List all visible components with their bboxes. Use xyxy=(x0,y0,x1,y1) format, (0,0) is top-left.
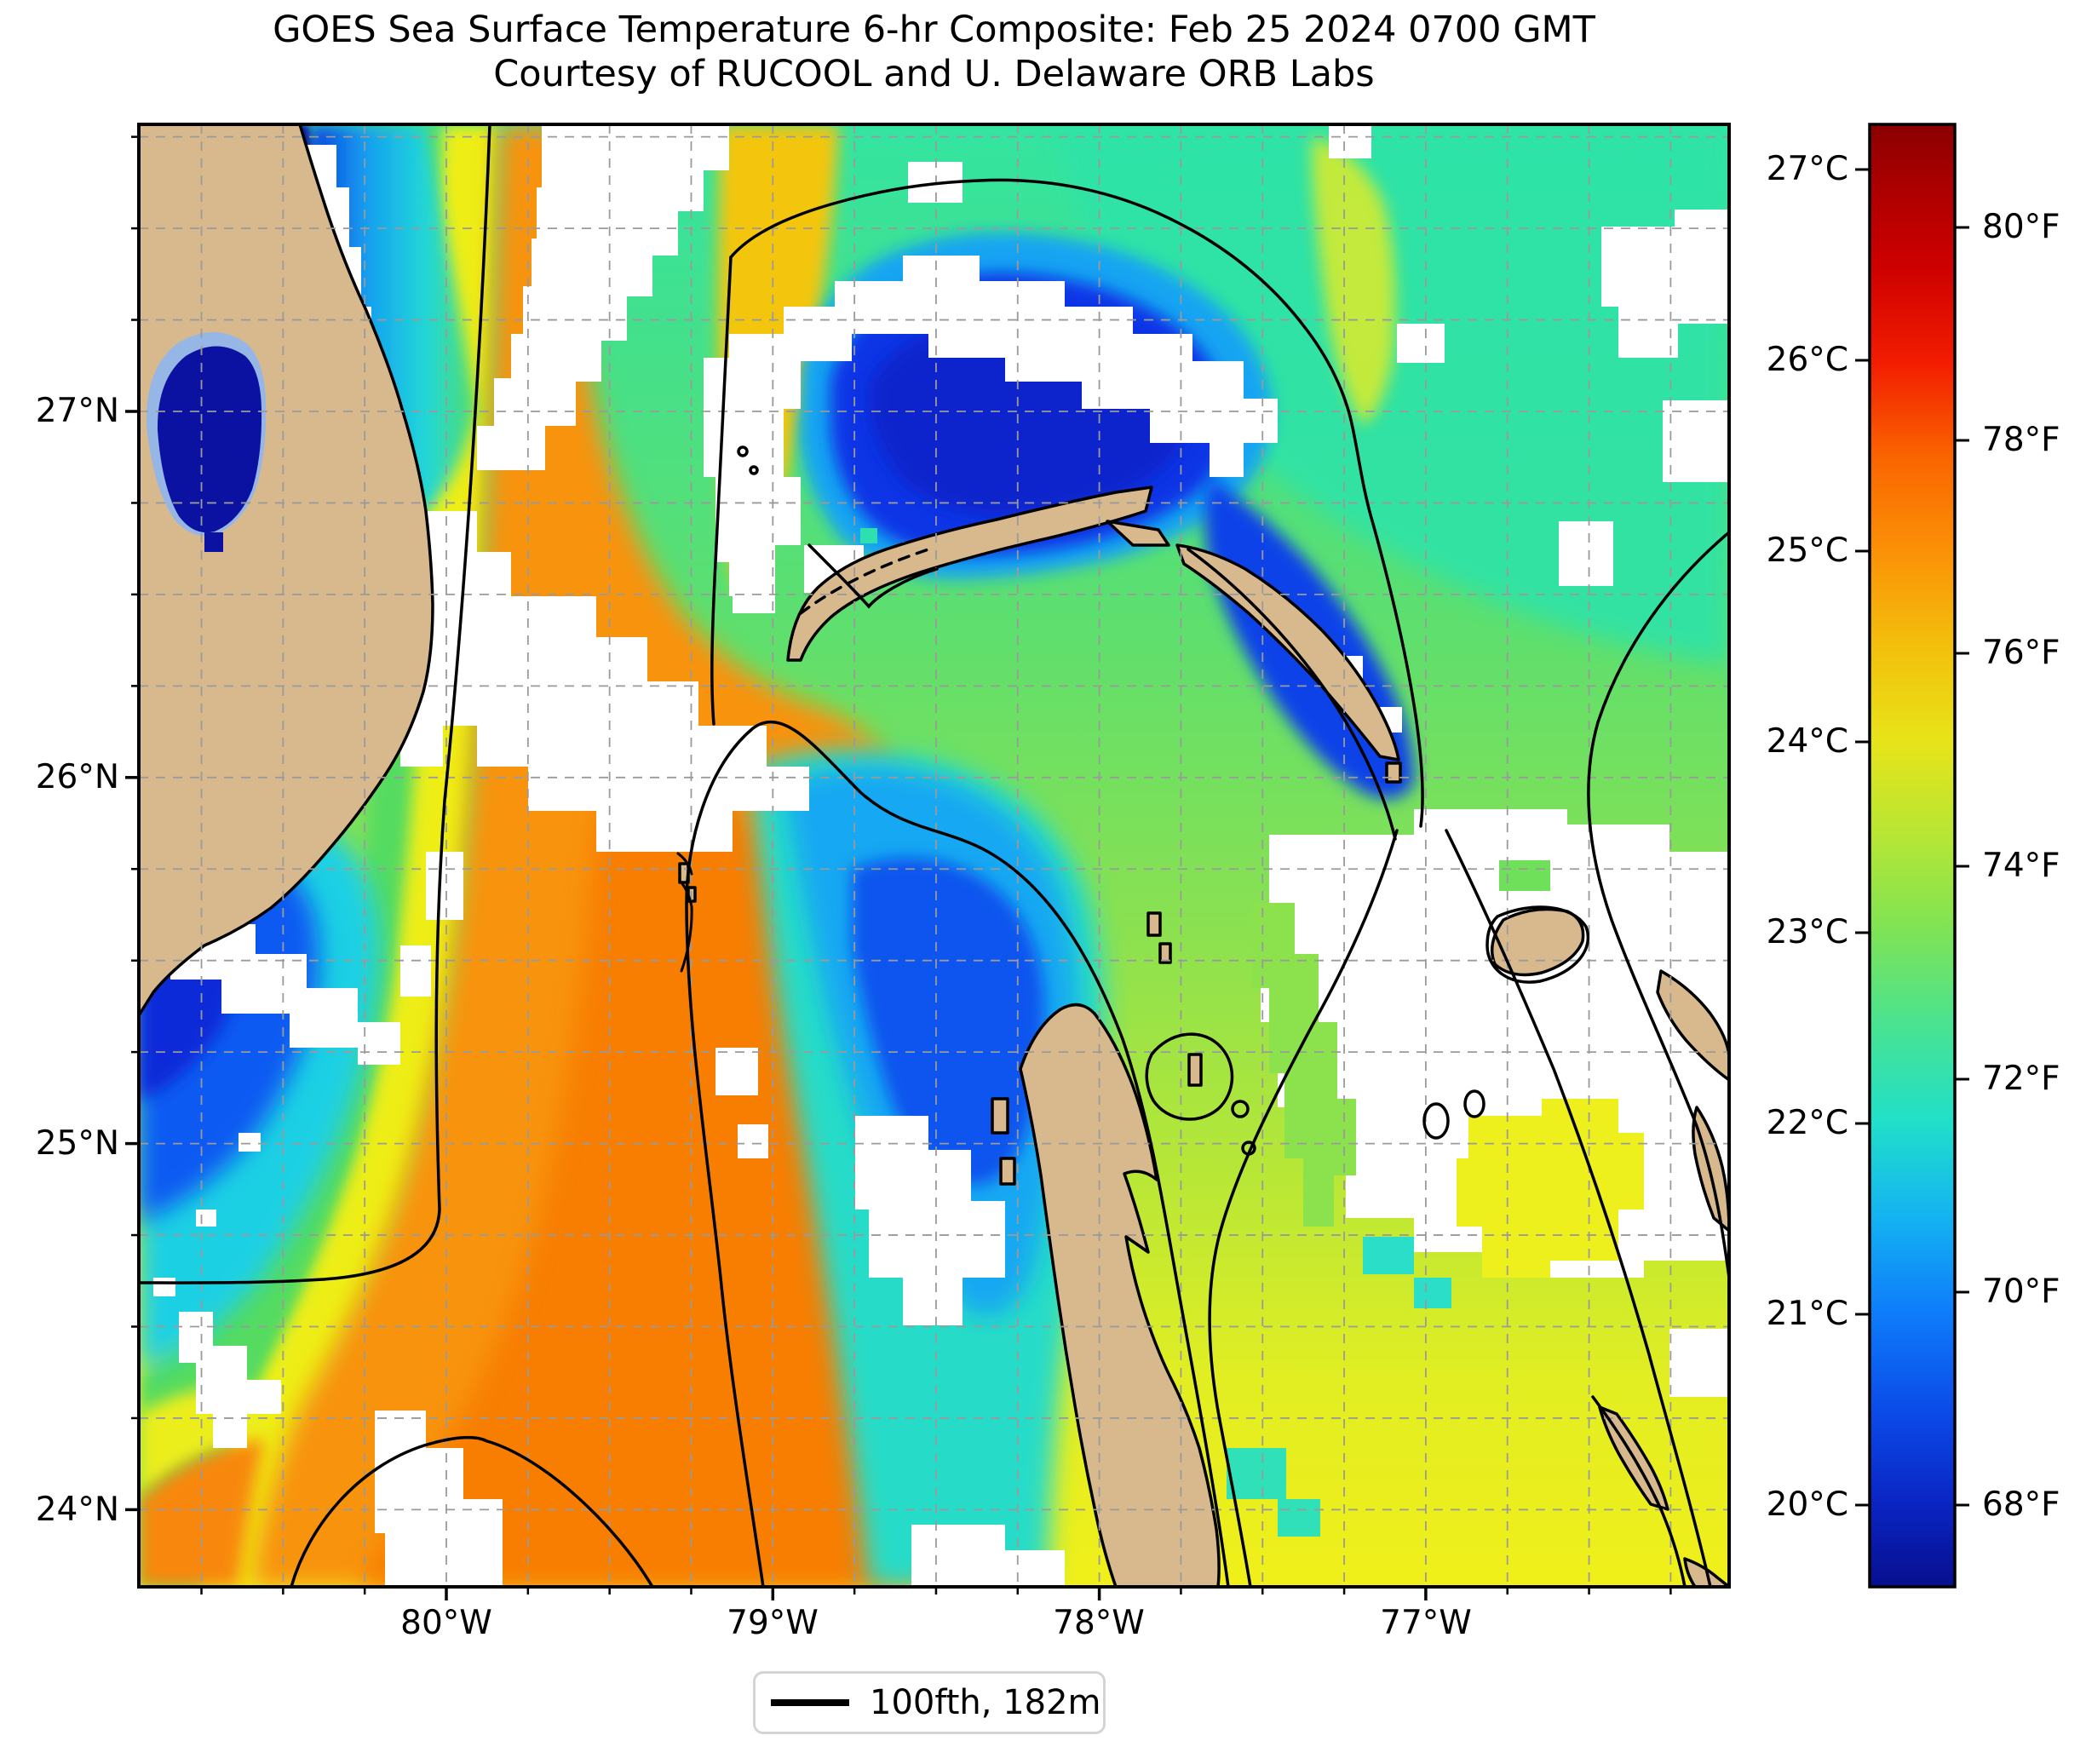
lat-tick-label: 26°N xyxy=(35,758,119,796)
colorbar-celsius-label: 23°C xyxy=(1766,913,1848,951)
abaco-cay-south xyxy=(1385,761,1402,784)
colorbar-celsius-label: 26°C xyxy=(1766,341,1848,379)
lat-tick-label: 27°N xyxy=(35,392,119,430)
contour-legend: 100fth, 182m xyxy=(753,1671,1106,1734)
colorbar-fahrenheit-label: 78°F xyxy=(1982,421,2060,459)
lat-tick-label: 25°N xyxy=(35,1124,119,1163)
contour-line-swatch xyxy=(771,1699,849,1706)
colorbar-fahrenheit-label: 74°F xyxy=(1982,847,2060,885)
andros-island xyxy=(1019,1003,1221,1587)
lon-tick-label: 80°W xyxy=(400,1604,492,1642)
lat-tick-label: 24°N xyxy=(35,1491,119,1529)
lon-tick-label: 78°W xyxy=(1053,1604,1145,1642)
andros-west-cay xyxy=(991,1097,1009,1135)
colorbar-fahrenheit-label: 80°F xyxy=(1982,208,2060,246)
lon-tick-label: 77°W xyxy=(1380,1604,1472,1642)
colorbar-fahrenheit-label: 72°F xyxy=(1982,1060,2060,1098)
berry-islands xyxy=(1187,1053,1203,1087)
colorbar-celsius-label: 25°C xyxy=(1766,531,1848,570)
lake-okeechobee xyxy=(146,332,267,552)
colorbar-celsius-label: 22°C xyxy=(1766,1104,1848,1142)
colorbar-fahrenheit-label: 76°F xyxy=(1982,634,2060,672)
colorbar-ticks xyxy=(1855,168,1969,1507)
chart-subtitle: Courtesy of RUCOOL and U. Delaware ORB L… xyxy=(493,53,1375,95)
graticule-gridlines xyxy=(139,124,1729,1587)
colorbar xyxy=(1855,123,1969,1589)
lon-tick-label: 79°W xyxy=(727,1604,819,1642)
chart-title: GOES Sea Surface Temperature 6-hr Compos… xyxy=(273,9,1595,51)
andros-west-cay xyxy=(999,1157,1016,1186)
colorbar-celsius-label: 27°C xyxy=(1766,150,1848,188)
axis-ticks xyxy=(125,135,1672,1600)
berry-islands xyxy=(1158,942,1172,964)
isobath-contours-100-fathom xyxy=(139,124,1729,1587)
colorbar-gradient xyxy=(1868,123,1957,1589)
grand-bahama-island xyxy=(786,486,1153,662)
abaco-islands xyxy=(1175,543,1400,761)
colorbar-fahrenheit-label: 68°F xyxy=(1982,1485,2060,1524)
contour-legend-label: 100fth, 182m xyxy=(870,1683,1101,1722)
map-frame xyxy=(137,123,1731,1589)
colorbar-celsius-label: 20°C xyxy=(1766,1485,1848,1524)
colorbar-celsius-label: 21°C xyxy=(1766,1295,1848,1333)
sst-crisp-patches xyxy=(860,528,1644,1537)
abaco-cay xyxy=(1106,520,1170,547)
colorbar-fahrenheit-label: 70°F xyxy=(1982,1273,2060,1311)
colorbar-celsius-label: 24°C xyxy=(1766,722,1848,761)
berry-islands xyxy=(1146,911,1162,937)
